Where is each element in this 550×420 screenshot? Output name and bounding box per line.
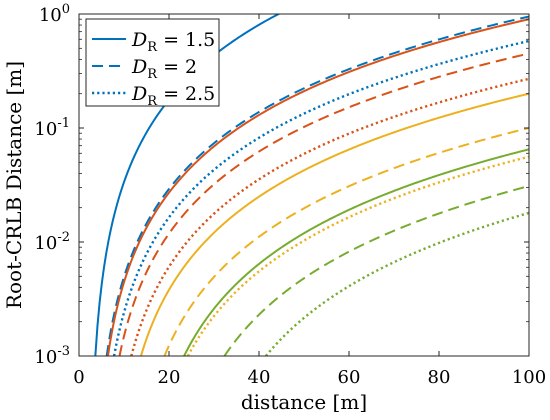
series-line-2 [105, 15, 529, 356]
series-line-10 [183, 148, 529, 356]
x-tick-label: 80 [428, 367, 451, 388]
y-tick-label: 10-2 [34, 230, 70, 254]
y-tick-label: 10-1 [34, 116, 70, 140]
x-tick-label: 40 [248, 367, 271, 388]
legend: DR = 1.5DR = 2DR = 2.5 [85, 18, 220, 109]
series-line-7 [139, 92, 529, 356]
ticks-layer: 0 20 40 60 80 100 10-3 10-2 10-1 100 [34, 2, 546, 388]
y-tick-label: 10-3 [34, 344, 70, 368]
series-line-8 [163, 127, 529, 356]
series-line-3 [112, 39, 529, 356]
legend-label-3: DR = 2.5 [131, 83, 215, 109]
legend-label-2: DR = 2 [131, 56, 197, 82]
y-axis-title: Root-CRLB Distance [m] [2, 61, 26, 309]
x-tick-label: 60 [338, 367, 361, 388]
x-tick-label: 0 [73, 367, 84, 388]
x-tick-label: 20 [158, 367, 181, 388]
series-line-11 [223, 185, 529, 356]
series-line-4 [106, 18, 529, 356]
axes-box [78, 13, 530, 357]
legend-label-1: DR = 1.5 [131, 29, 215, 55]
x-tick-label: 100 [512, 367, 546, 388]
series-line-5 [118, 52, 529, 356]
legend-box [85, 18, 220, 107]
y-tick-label: 100 [39, 2, 70, 26]
x-axis-title: distance [m] [241, 390, 367, 414]
